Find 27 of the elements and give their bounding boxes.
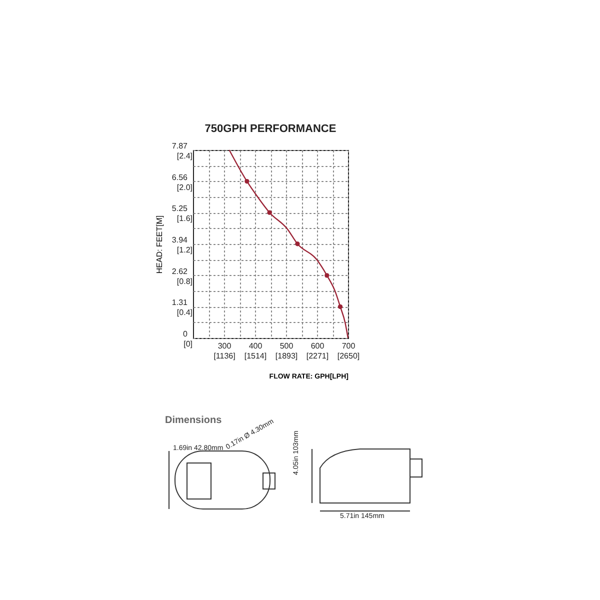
- y2-tick-label: [0]: [184, 340, 192, 348]
- y2-tick-label: [0.4]: [176, 308, 192, 318]
- y-tick-label: 6.56: [172, 172, 188, 182]
- x-tick-label: 700: [342, 342, 356, 350]
- y2-tick-label: [2.4]: [176, 152, 192, 160]
- x-tick-label: 500: [280, 342, 294, 350]
- text: Dimensions: [165, 415, 222, 426]
- y-tick-label: 3.94: [172, 235, 188, 244]
- x2-tick-label: [2271]: [306, 352, 329, 360]
- y2-tick-label: [1.2]: [176, 246, 192, 254]
- y2-tick-label: [1.6]: [176, 214, 192, 224]
- y2-tick-label: [2.0]: [176, 182, 192, 192]
- x-tick-label: 400: [248, 342, 263, 350]
- x2-tick-label: [1136]: [214, 352, 236, 360]
- y-tick-label: 5.25: [172, 204, 188, 214]
- chart-title: 750GPH PERFORMANCE: [204, 123, 336, 135]
- y-tick-label: 2.62: [172, 266, 188, 276]
- y-tick-label: 0: [183, 330, 188, 338]
- x2-tick-label: [1893]: [275, 352, 298, 360]
- x-tick-label: 300: [218, 342, 232, 350]
- y-axis-title: HEAD: FEET[M]: [154, 215, 164, 274]
- x2-tick-label: [2650]: [337, 352, 360, 360]
- y-tick-label: 7.87: [172, 142, 188, 150]
- x2-tick-label: [1514]: [244, 352, 267, 360]
- y2-tick-label: [0.8]: [176, 276, 192, 286]
- y-tick-label: 1.31: [172, 298, 188, 308]
- x-tick-label: 600: [310, 342, 325, 350]
